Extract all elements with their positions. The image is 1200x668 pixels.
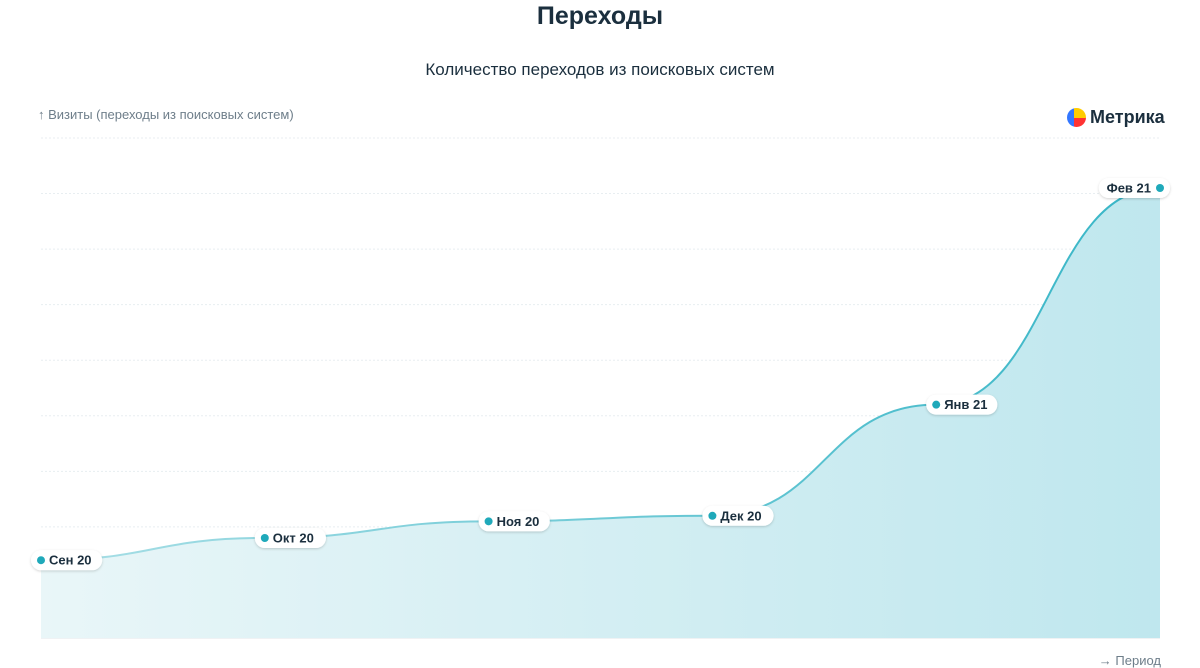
metrica-logo: Метрика <box>1067 107 1165 128</box>
point-label: Янв 21 <box>944 397 987 412</box>
area-fill <box>41 188 1160 638</box>
y-axis-label: ↑ Визиты (переходы из поисковых систем) <box>38 107 294 122</box>
point-label: Окт 20 <box>273 531 314 546</box>
point-marker <box>708 511 717 520</box>
point-label: Фев 21 <box>1107 181 1151 196</box>
point-marker <box>484 517 493 526</box>
point-marker <box>37 556 45 565</box>
point-label-bg <box>254 528 326 548</box>
point-marker <box>260 534 269 542</box>
point-label-bg <box>926 394 998 415</box>
point-label-bg <box>31 550 103 571</box>
point-label-bg <box>1098 178 1170 198</box>
data-point[interactable]: Ноя 20 <box>478 511 550 532</box>
x-axis-label: → Период <box>1098 653 1161 668</box>
point-label: Сен 20 <box>49 553 92 568</box>
point-label-bg <box>702 505 774 526</box>
point-label-bg <box>478 511 550 532</box>
data-point[interactable]: Фев 21 <box>1098 178 1170 198</box>
point-label: Ноя 20 <box>497 514 540 529</box>
chart-subtitle: Количество переходов из поисковых систем <box>425 60 775 79</box>
data-point[interactable]: Дек 20 <box>702 505 774 526</box>
point-label: Дек 20 <box>720 508 761 523</box>
yandex-metrica-icon <box>1067 108 1086 127</box>
page-title: Переходы <box>536 2 664 30</box>
data-point[interactable]: Янв 21 <box>926 394 998 415</box>
data-point[interactable]: Сен 20 <box>31 550 103 571</box>
point-marker <box>1156 184 1164 192</box>
point-marker <box>932 400 941 409</box>
series-line <box>40 187 1161 562</box>
data-point[interactable]: Окт 20 <box>254 528 326 548</box>
data-points: Сен 20 Окт 20 Ноя 20 Дек 20 Янв 21 Фев 21 <box>31 178 1170 571</box>
logo-text: Метрика <box>1090 107 1165 127</box>
